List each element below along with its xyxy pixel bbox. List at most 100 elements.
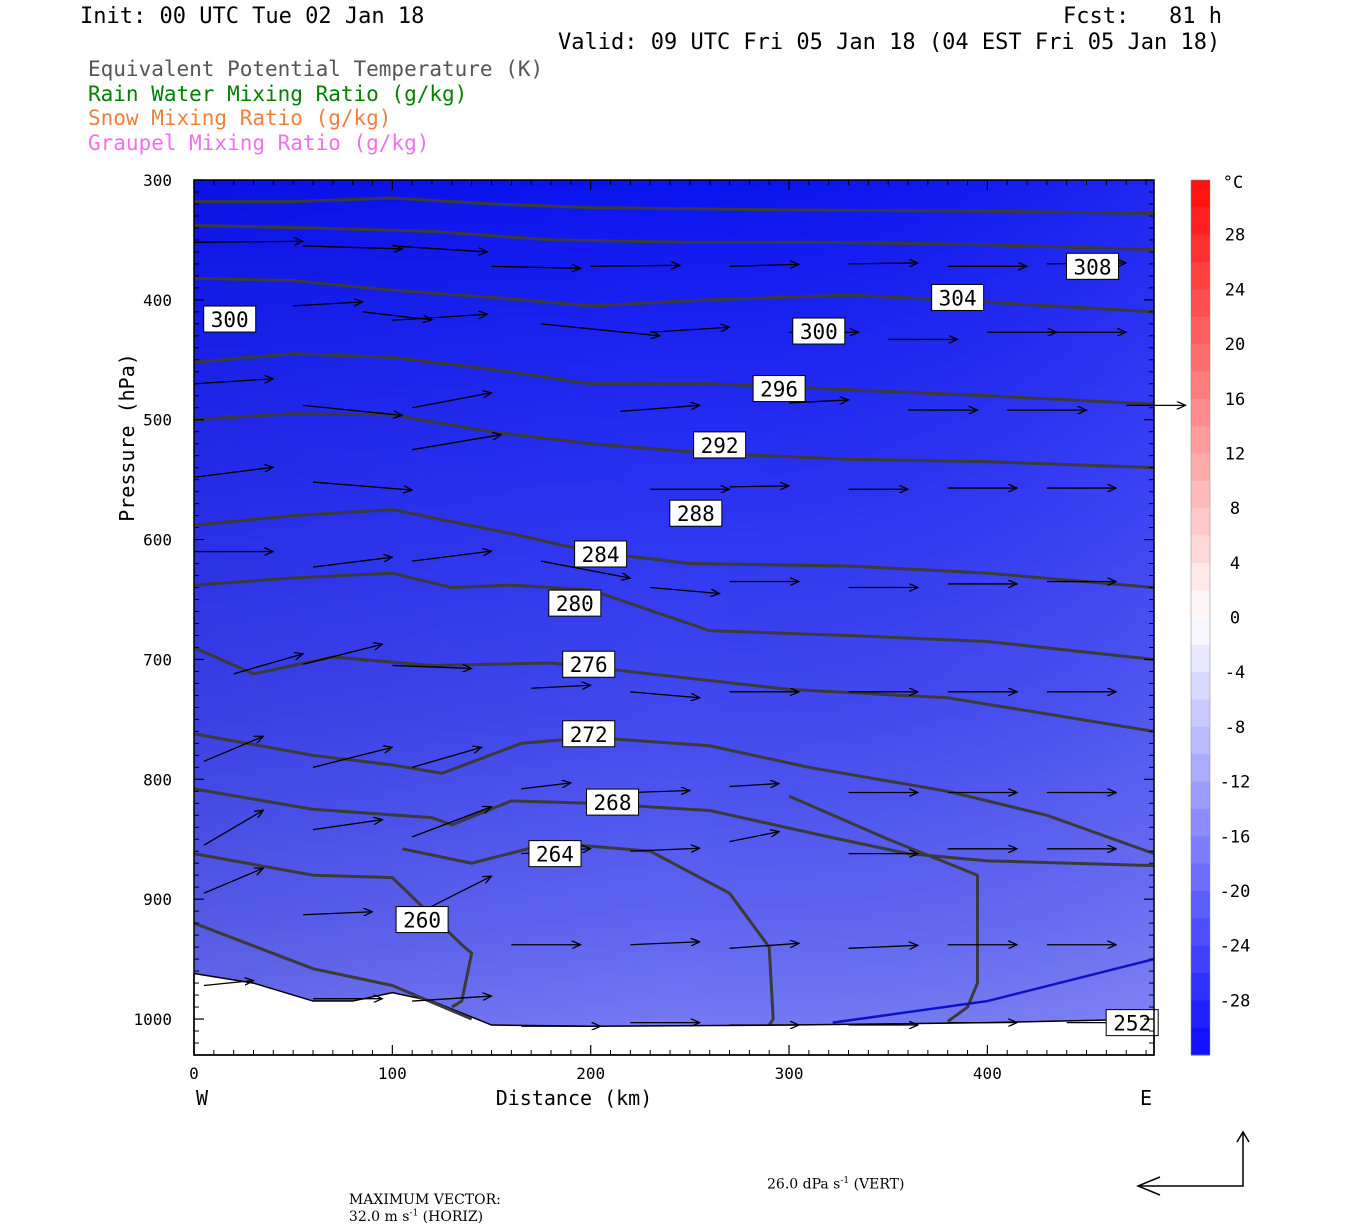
wind-vector [303, 912, 372, 915]
contour-label: 276 [570, 653, 608, 677]
colorbar-tick-label: 20 [1225, 335, 1245, 355]
wind-vector [412, 435, 501, 451]
wind-vector [193, 467, 273, 478]
wind-vector [312, 557, 392, 568]
wind-vector [203, 980, 254, 987]
y-tick-label: 300 [143, 171, 172, 190]
colorbar-segment [1191, 535, 1210, 564]
wind-vector [620, 405, 699, 412]
colorbar-segment [1191, 644, 1210, 673]
wind-vector [531, 685, 590, 688]
theta-e-contour-308-0 [194, 196, 1155, 216]
wind-vector [312, 481, 412, 490]
contour-label-box [586, 788, 640, 816]
wind-vector [729, 264, 799, 266]
wind-vector [303, 404, 402, 415]
max-vector-vert: 26.0 dPa s-1 (VERT) [767, 1176, 905, 1193]
y-tick-label: 700 [143, 650, 172, 669]
contour-label-box [669, 499, 723, 527]
colorbar-segment [1191, 1000, 1210, 1029]
colorbar-tick-label: 4 [1230, 554, 1240, 574]
wind-vector [302, 644, 382, 665]
wind-vector [312, 747, 392, 768]
wind-vector [392, 314, 487, 321]
legend-rain-water-mixing-ratio: Rain Water Mixing Ratio (g/kg) [88, 82, 468, 106]
wind-vector [521, 783, 571, 790]
colorbar-segment [1191, 863, 1210, 892]
colorbar-segment [1191, 890, 1210, 919]
wind-vector [203, 868, 263, 894]
x-tick-label: 100 [378, 1064, 407, 1083]
forecast-hour-label: Fcst: 81 h [1063, 4, 1222, 29]
contour-label-box [693, 431, 747, 459]
wind-vector [412, 996, 491, 1002]
colorbar-segment [1191, 371, 1210, 400]
wind-vector [203, 736, 263, 762]
colorbar-segment [1191, 234, 1210, 263]
wind-vector [293, 302, 362, 307]
colorbar-segment [1191, 726, 1210, 755]
wind-vector [650, 586, 719, 594]
x-axis-east-label: E [1140, 1086, 1152, 1110]
contour-label-box [395, 906, 449, 934]
colorbar-frame [1190, 179, 1211, 1056]
colorbar-segment [1191, 262, 1210, 290]
wind-vector [729, 486, 789, 487]
contour-label: 304 [939, 286, 977, 310]
x-tick-label: 400 [973, 1064, 1002, 1083]
legend-graupel-mixing-ratio: Graupel Mixing Ratio (g/kg) [88, 131, 430, 155]
wind-vector [193, 241, 303, 242]
colorbar-tick-label: -28 [1220, 991, 1251, 1011]
y-tick-label: 900 [143, 890, 172, 909]
colorbar-tick-label: 8 [1230, 499, 1240, 519]
wind-vector [590, 265, 680, 266]
wind-vector [789, 400, 848, 403]
y-tick-label: 600 [143, 531, 172, 550]
colorbar-tick-label: -8 [1225, 718, 1245, 738]
colorbar-segment [1191, 289, 1210, 318]
theta-e-contour-292-5 [193, 508, 1155, 590]
theta-e-contour-264-12 [401, 841, 775, 1026]
theta-e-contour-260-13 [788, 794, 979, 1023]
wind-vector [412, 747, 481, 768]
wind-vector [541, 323, 660, 336]
max-vector-label: MAXIMUM VECTOR: [348, 1192, 501, 1208]
contour-label: 284 [582, 543, 620, 567]
colorbar-segment [1191, 344, 1210, 372]
wind-vector [233, 654, 303, 675]
theta-e-contour-272-10 [193, 852, 474, 1009]
valid-time-label: Valid: 09 UTC Fri 05 Jan 18 (04 EST Fri … [558, 30, 1221, 55]
y-tick-label: 1000 [133, 1010, 172, 1029]
wind-vector [729, 943, 799, 949]
contour-label-box [562, 720, 616, 748]
wind-vector [421, 876, 491, 912]
colorbar-tick-label: 0 [1230, 609, 1240, 629]
legend-snow-mixing-ratio: Snow Mixing Ratio (g/kg) [88, 106, 392, 130]
contour-label: 288 [677, 502, 715, 526]
colorbar-segment [1191, 781, 1210, 810]
contour-label: 260 [403, 909, 441, 933]
x-axis-west-label: W [196, 1086, 209, 1110]
contour-label: 292 [701, 434, 739, 458]
colorbar-segment [1191, 180, 1210, 208]
contour-label-box [752, 375, 806, 403]
wind-vector [540, 560, 630, 578]
wind-vector [630, 848, 699, 851]
x-tick-label: 0 [189, 1064, 199, 1083]
y-tick-label: 500 [143, 411, 172, 430]
colorbar-segment [1191, 617, 1210, 646]
contour-label: 252 [1113, 1012, 1151, 1036]
colorbar-segment [1191, 398, 1210, 427]
wind-vector [312, 820, 382, 831]
theta-e-contour-296-4 [193, 412, 1155, 470]
contour-label-box [574, 540, 628, 568]
wind-vector [412, 551, 491, 562]
wind-vector [193, 379, 273, 385]
contour-label: 296 [760, 378, 798, 402]
contour-label: 300 [800, 320, 838, 344]
wind-vector [729, 832, 780, 843]
wind-vector [203, 810, 263, 846]
colorbar-segment [1191, 453, 1210, 482]
contour-label-box [562, 650, 616, 678]
